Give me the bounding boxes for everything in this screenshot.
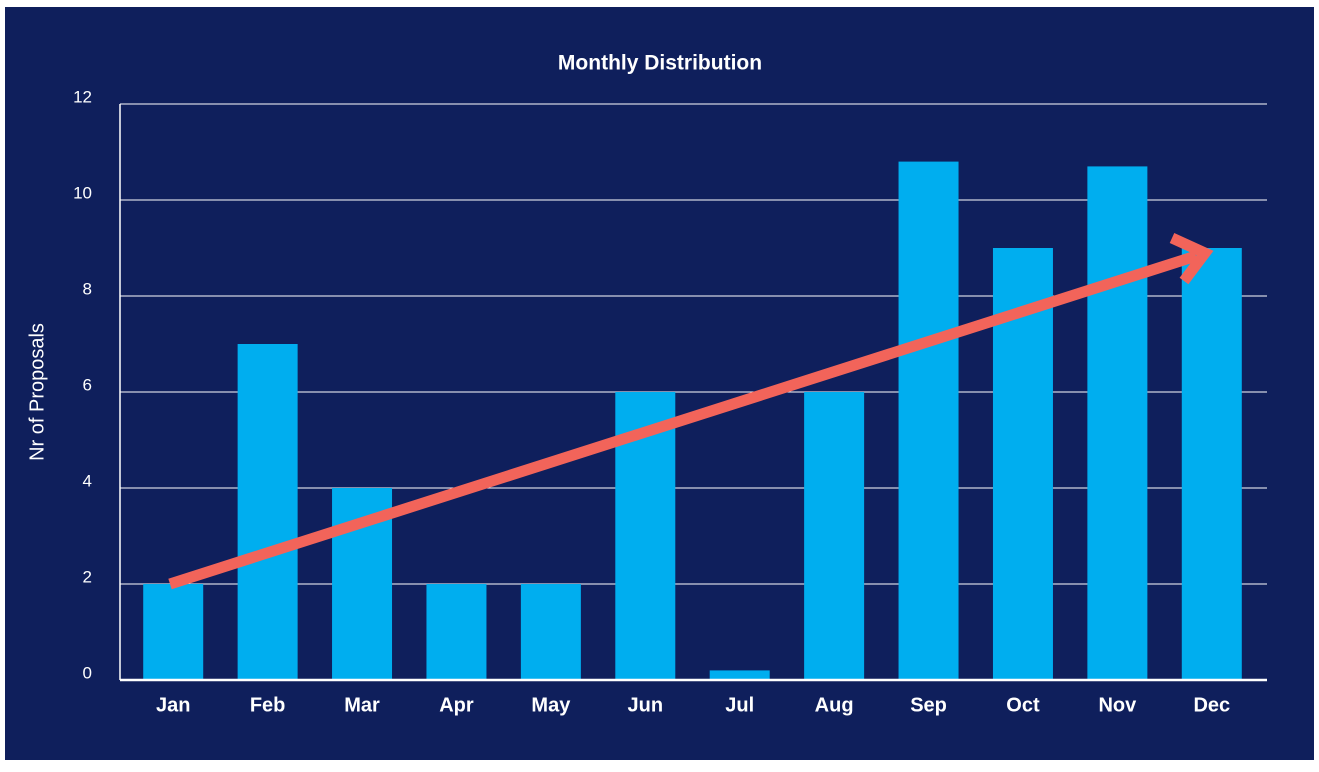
x-tick-label: Sep bbox=[910, 694, 947, 716]
y-tick-label: 12 bbox=[73, 87, 92, 106]
y-tick-label: 10 bbox=[73, 183, 92, 202]
y-tick-label: 2 bbox=[83, 567, 92, 586]
bar bbox=[1181, 248, 1242, 680]
x-tick-label: Jun bbox=[628, 694, 664, 716]
x-tick-label: Mar bbox=[344, 694, 380, 716]
y-tick-label: 0 bbox=[83, 663, 92, 682]
x-tick-label: Jul bbox=[725, 694, 754, 716]
chart-title: Monthly Distribution bbox=[558, 52, 762, 75]
y-tick-label: 4 bbox=[83, 471, 92, 490]
y-axis-label: Nr of Proposals bbox=[26, 323, 48, 461]
bar bbox=[709, 670, 770, 680]
x-tick-label: May bbox=[531, 694, 571, 716]
trend-arrow bbox=[168, 250, 1198, 590]
trend-arrow-head bbox=[1169, 232, 1214, 285]
x-tick-label: Dec bbox=[1193, 694, 1230, 716]
bar bbox=[426, 584, 487, 680]
y-tick-label: 6 bbox=[83, 375, 92, 394]
x-tick-label: Oct bbox=[1006, 694, 1040, 716]
bar bbox=[1087, 166, 1148, 680]
x-tick-label: Nov bbox=[1098, 694, 1137, 716]
x-tick-label: Apr bbox=[439, 694, 474, 716]
bar bbox=[804, 392, 865, 680]
x-tick-label: Aug bbox=[815, 694, 854, 716]
bar bbox=[143, 584, 204, 680]
x-tick-label: Feb bbox=[250, 694, 286, 716]
bar bbox=[237, 344, 298, 680]
bar bbox=[898, 161, 959, 681]
y-tick-label: 8 bbox=[83, 279, 92, 298]
bar bbox=[520, 584, 581, 680]
x-tick-label: Jan bbox=[156, 694, 190, 716]
